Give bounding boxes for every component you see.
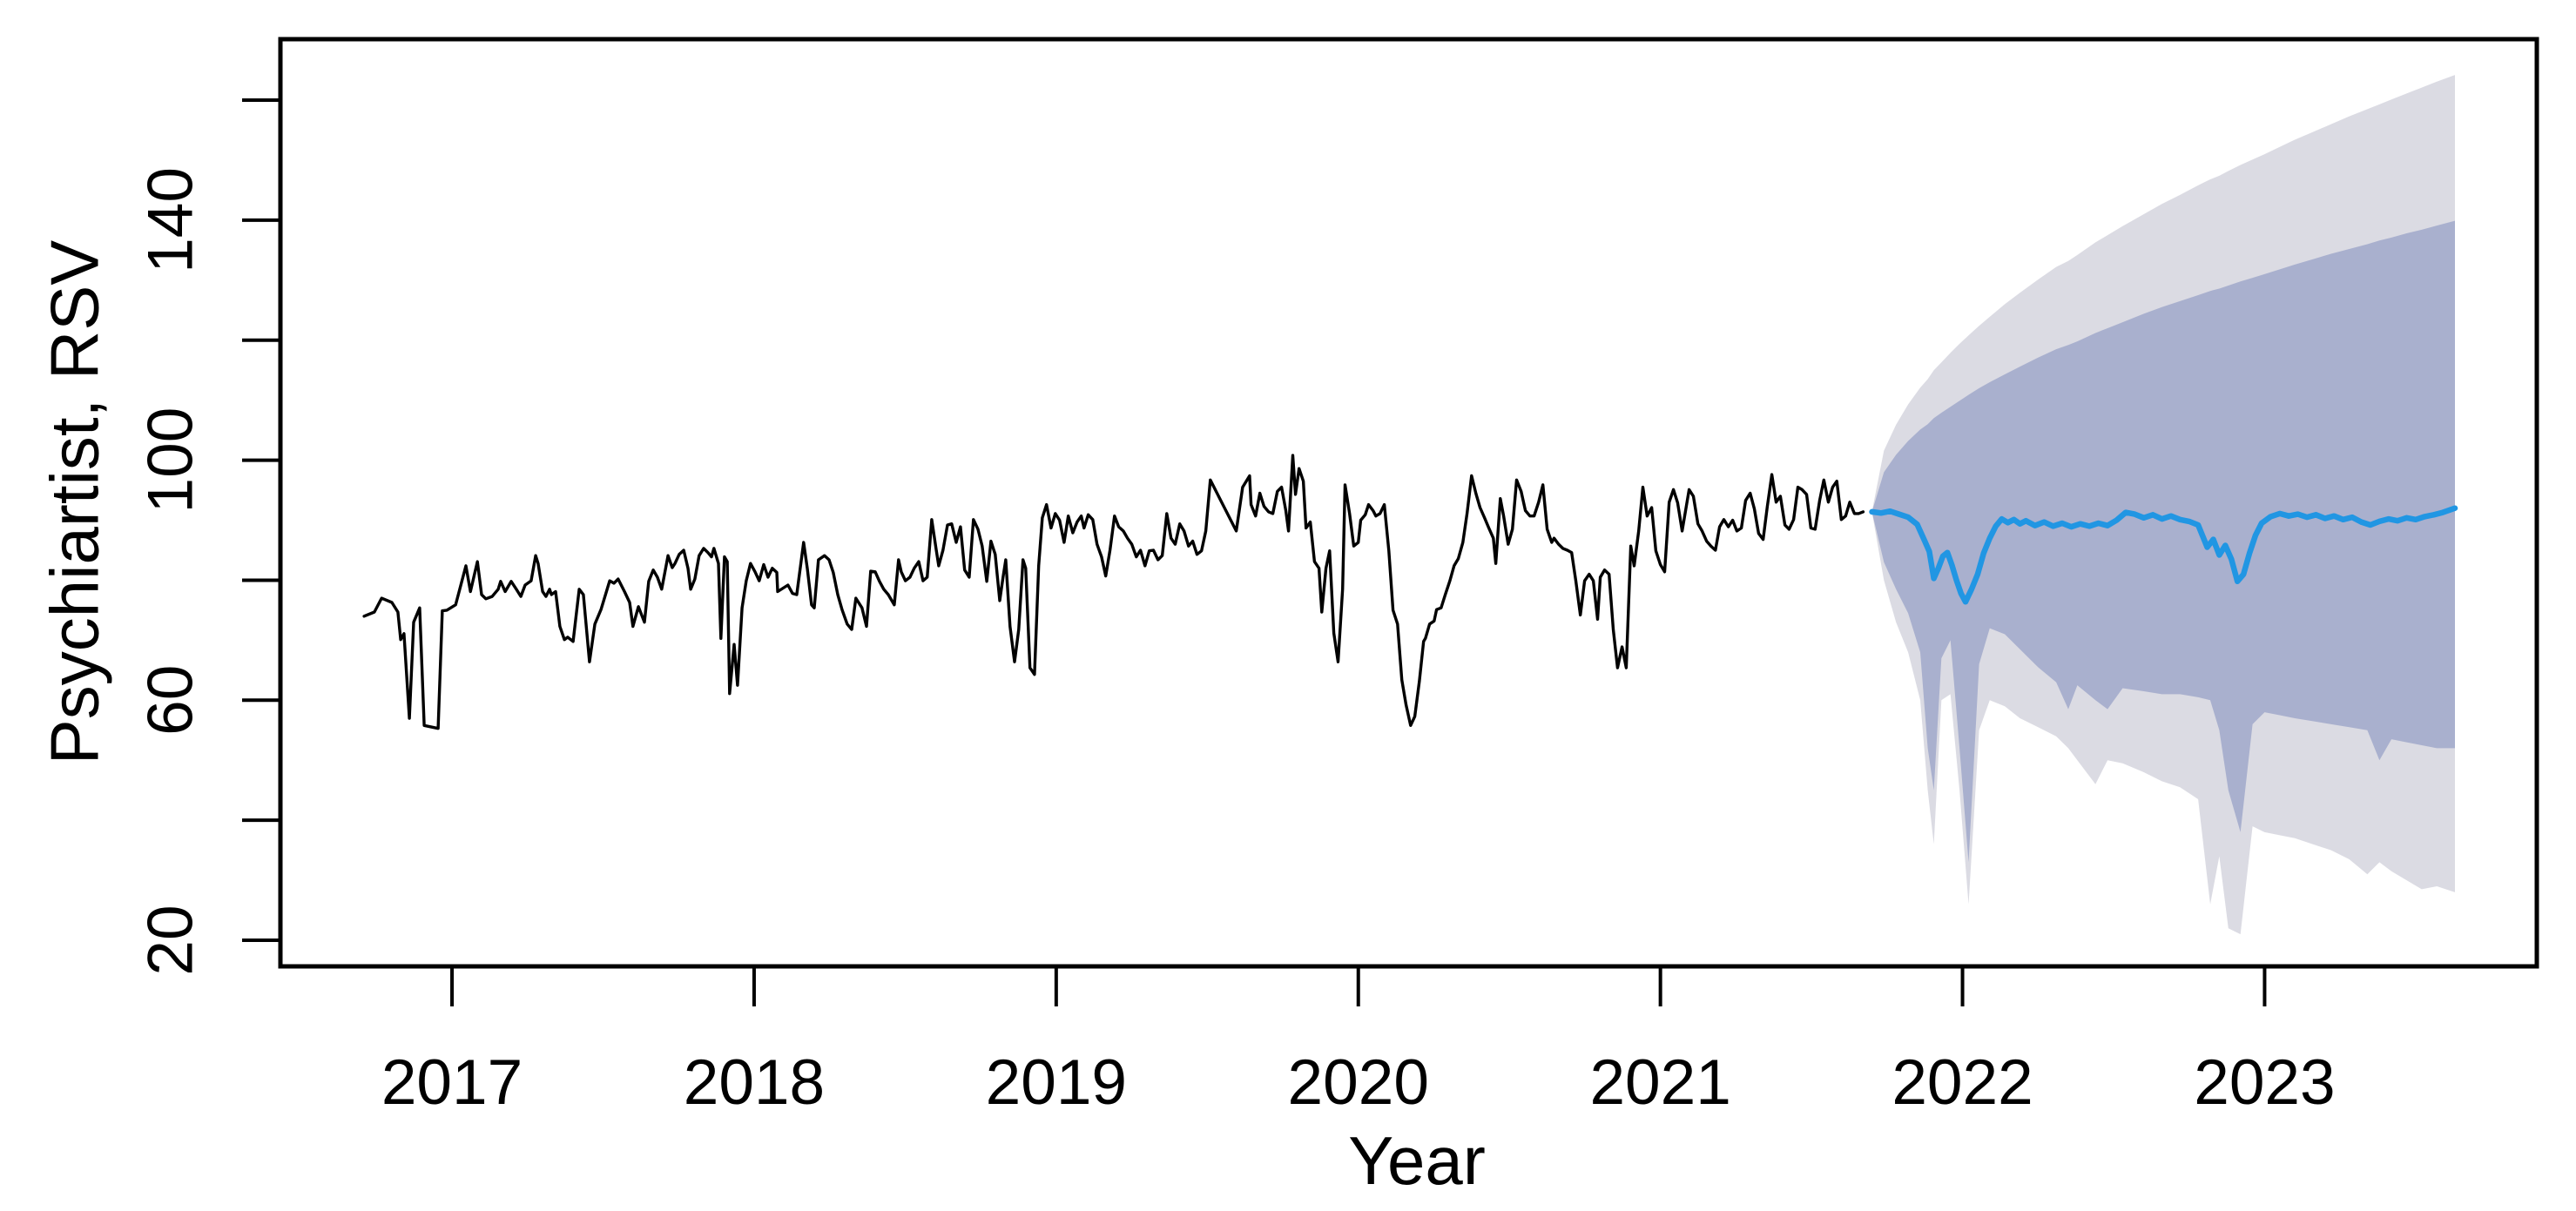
x-tick-label: 2019 <box>986 1047 1127 1118</box>
y-axis-title: Psychiartist, RSV <box>36 240 112 764</box>
interval-80-band <box>1871 220 2455 863</box>
x-tick-label: 2021 <box>1589 1047 1730 1118</box>
axis-ticks <box>242 98 2267 1006</box>
x-tick-label: 2017 <box>381 1047 523 1118</box>
y-tick-label: 140 <box>136 167 206 273</box>
x-tick-label: 2023 <box>2194 1047 2335 1118</box>
axis-tick-labels: 2017 2018 2019 2020 2021 2022 2023 20 60 100 140 <box>136 167 2336 1118</box>
y-tick-label: 20 <box>136 905 206 975</box>
plot-border <box>278 37 2539 969</box>
y-tick-label: 60 <box>136 665 206 736</box>
x-axis-title: Year <box>1348 1122 1486 1199</box>
forecast-mean-line <box>1869 505 2458 605</box>
x-tick-label: 2018 <box>684 1047 825 1118</box>
x-tick-label: 2022 <box>1892 1047 2033 1118</box>
observed-line <box>362 454 1865 730</box>
series-lines <box>362 454 2458 730</box>
prediction-interval-bands <box>1871 75 2455 935</box>
y-tick-label: 100 <box>136 407 206 514</box>
x-tick-label: 2020 <box>1288 1047 1429 1118</box>
